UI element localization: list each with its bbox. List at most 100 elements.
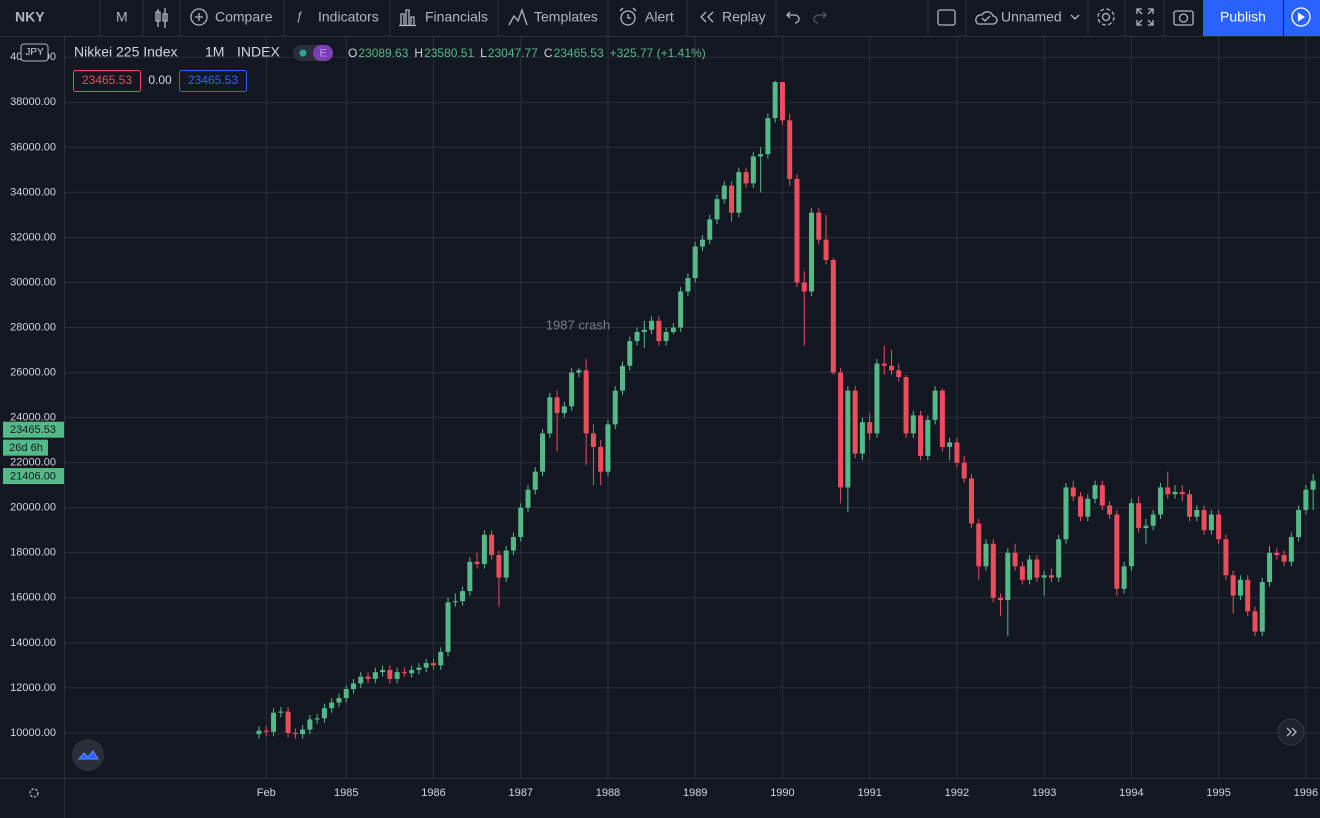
indicators-button[interactable]: ƒ Indicators [296,9,379,25]
layout-name[interactable]: Unnamed [1001,9,1062,25]
candle-body [598,446,604,472]
publish-label[interactable]: Publish [1220,9,1266,25]
candle-body [641,329,647,333]
candle-body [830,259,836,373]
candle-body [983,543,989,567]
chart-style-button[interactable] [155,8,168,28]
compare-button[interactable]: Compare [190,8,273,26]
candle-body [1259,582,1265,632]
candle-body [583,370,589,434]
logo[interactable] [72,739,104,771]
x-tick-label: 1994 [1119,787,1143,799]
candle-body [968,478,974,524]
annotation: 1987 crash [546,317,610,332]
candle-body [307,719,313,730]
snapshot-button[interactable] [1173,10,1194,26]
y-tick-label: 36000.00 [10,141,56,153]
candle-body [518,507,524,538]
candle-body [300,729,306,735]
candle-body [401,672,407,674]
candle-body [416,667,422,670]
interval-button[interactable]: M [116,9,128,25]
candle-body [714,199,720,220]
templates-button[interactable]: Templates [508,8,598,26]
scroll-icon [1286,727,1297,737]
publish-button[interactable] [1203,0,1283,36]
layout-button[interactable] [937,9,956,26]
candle-body [1230,575,1236,596]
candle-body [351,683,357,690]
price-label: 21406.00 [10,470,56,482]
y-tick-label: 14000.00 [10,637,56,649]
candle-body [1274,552,1280,556]
candle-body [576,370,582,373]
indicators-icon: ƒ [296,9,303,23]
candle-body [423,663,429,668]
candle-body [881,363,887,366]
replay-label[interactable]: Replay [722,9,766,25]
ohlc-label: L [480,46,487,60]
indicators-label[interactable]: Indicators [318,9,379,25]
settings-button[interactable] [1097,8,1115,26]
toolbar-bg [0,0,1320,36]
candle-body [692,246,698,278]
candle-body [1092,485,1098,499]
candle-body [649,320,655,330]
candle-body [481,534,487,565]
redo-button[interactable] [813,11,827,24]
candle-body [1194,509,1200,517]
currency: JPY [25,47,44,58]
candle-body [496,555,502,578]
candle-body [1179,491,1185,495]
axis-settings[interactable] [29,788,39,798]
candle-body [961,462,967,479]
candle-body [838,372,844,488]
candle-body [932,390,938,420]
price-label: 23465.53 [10,424,56,436]
candle-body [365,676,371,679]
countdown: 26d 6h [9,442,43,454]
ohlc-value: 23089.63 [358,46,408,60]
alert-button[interactable]: Alert [619,7,674,26]
candle-body [918,415,924,456]
candle-body [1114,514,1120,589]
x-tick-label: 1989 [683,787,707,799]
candle-body [561,406,567,414]
candle-body [394,672,400,679]
candle-body [801,282,807,292]
candle-body [1107,505,1113,515]
save-layout-button[interactable]: Unnamed [975,9,1080,25]
financials-button[interactable]: Financials [399,9,488,27]
templates-label[interactable]: Templates [534,9,598,25]
undo-button[interactable] [786,11,800,24]
symbol[interactable]: NKY [15,9,45,25]
candle-body [329,702,335,709]
change: +325.77 (+1.41%) [610,46,706,60]
candle-body [1157,487,1163,515]
candle-body [1078,496,1084,517]
candle-body [1041,575,1047,578]
x-tick-label: 1992 [945,787,969,799]
candle-body [954,442,960,463]
price-label-bg [3,468,64,485]
candle-body [1150,514,1156,526]
candle-body [605,424,611,472]
fullscreen-button[interactable] [1136,8,1154,26]
x-tick-label: 1991 [857,787,881,799]
candle-body [1005,552,1011,601]
candle-body [1310,480,1316,490]
candle-body [452,601,458,603]
market-status [299,49,307,57]
replay-button[interactable]: Replay [700,9,766,25]
y-tick-label: 26000.00 [10,366,56,378]
alert-label[interactable]: Alert [645,9,674,25]
financials-label[interactable]: Financials [425,9,488,25]
x-tick-label: 1996 [1294,787,1318,799]
candle-body [1056,539,1062,578]
candle-body [445,602,451,652]
compare-label[interactable]: Compare [215,9,273,25]
candle-body [896,370,902,378]
currency-badge[interactable] [20,43,49,62]
candle-body [343,689,349,699]
x-tick-label: 1987 [508,787,532,799]
